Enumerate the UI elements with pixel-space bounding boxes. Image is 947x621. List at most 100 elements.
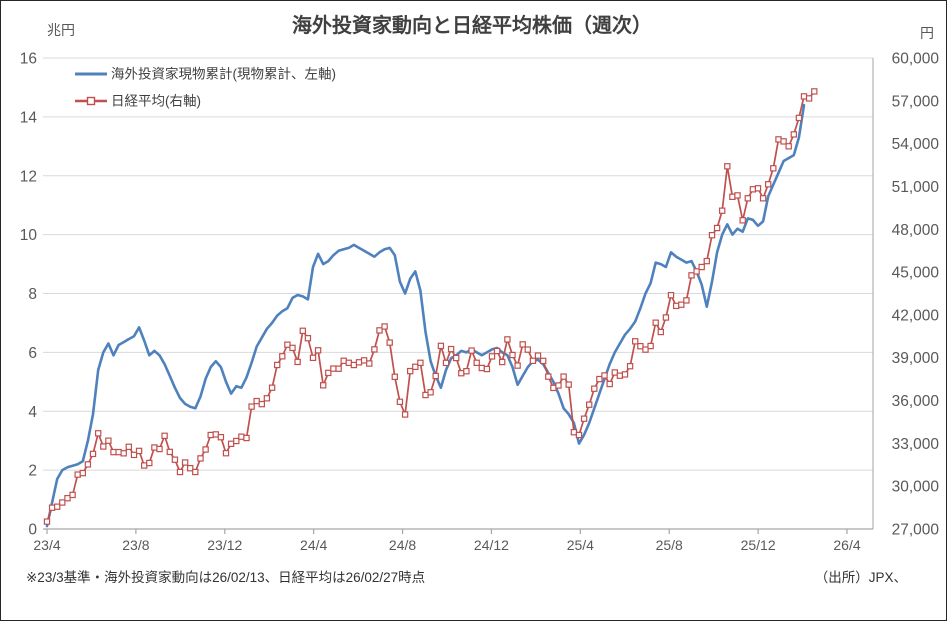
nikkei-marker bbox=[458, 370, 465, 377]
nikkei-marker bbox=[519, 341, 526, 348]
legend-label-nikkei: 日経平均(右軸) bbox=[111, 94, 201, 109]
right-axis-tick-label: 60,000 bbox=[892, 51, 940, 68]
nikkei-marker bbox=[355, 359, 363, 366]
nikkei-marker bbox=[642, 346, 649, 353]
right-axis-unit-label: 円 bbox=[920, 25, 934, 41]
nikkei-marker bbox=[626, 363, 634, 370]
nikkei-marker bbox=[565, 381, 572, 388]
nikkei-marker bbox=[672, 302, 680, 310]
nikkei-marker bbox=[120, 450, 127, 457]
nikkei-marker bbox=[591, 385, 598, 392]
nikkei-marker bbox=[488, 353, 496, 360]
series-foreign-investor-line bbox=[45, 103, 806, 528]
nikkei-marker bbox=[151, 444, 158, 451]
x-axis-tick-label: 26/4 bbox=[833, 537, 860, 553]
nikkei-marker bbox=[181, 459, 189, 466]
nikkei-marker bbox=[376, 327, 383, 334]
series-nikkei-line bbox=[43, 88, 818, 525]
left-axis-tick-label: 8 bbox=[28, 286, 37, 303]
nikkei-marker bbox=[304, 335, 312, 342]
x-axis-tick-label: 24/12 bbox=[474, 537, 509, 553]
foreign-investor-cumulative-line bbox=[45, 103, 806, 528]
nikkei-marker bbox=[780, 138, 787, 145]
nikkei-marker bbox=[115, 448, 122, 456]
nikkei-marker bbox=[724, 163, 731, 170]
legend-item-foreign-investor: 海外投資家現物累計(現物累計、左軸) bbox=[75, 66, 336, 82]
left-axis-tick-label: 2 bbox=[28, 463, 37, 480]
nikkei-marker bbox=[161, 432, 168, 440]
nikkei-marker bbox=[555, 382, 562, 389]
nikkei-marker bbox=[811, 88, 818, 95]
nikkei-marker bbox=[253, 397, 260, 405]
right-axis-tick-label: 57,000 bbox=[892, 93, 940, 110]
nikkei-marker bbox=[688, 272, 695, 279]
nikkei-marker bbox=[100, 443, 107, 450]
nikkei-marker bbox=[412, 363, 419, 371]
nikkei-marker bbox=[631, 338, 639, 345]
legend-item-nikkei: 日経平均(右軸) bbox=[75, 94, 201, 109]
nikkei-marker bbox=[795, 114, 803, 122]
nikkei-marker bbox=[729, 193, 736, 200]
nikkei-marker bbox=[483, 365, 491, 373]
nikkei-line bbox=[46, 90, 815, 522]
left-axis-tick-label: 16 bbox=[20, 51, 37, 68]
nikkei-marker bbox=[575, 431, 583, 439]
nikkei-marker bbox=[585, 401, 593, 408]
x-axis-tick-label: 25/8 bbox=[656, 537, 683, 553]
nikkei-marker bbox=[442, 359, 450, 367]
nikkei-marker bbox=[202, 446, 209, 453]
nikkei-marker bbox=[647, 342, 654, 350]
nikkei-marker bbox=[478, 364, 486, 372]
nikkei-marker bbox=[683, 297, 690, 304]
nikkei-marker bbox=[550, 384, 557, 392]
footnote: ※23/3基準・海外投資家動向は26/02/13、日経平均は26/02/27時点 bbox=[26, 569, 425, 585]
nikkei-marker bbox=[330, 365, 337, 372]
nikkei-marker bbox=[207, 431, 214, 439]
nikkei-marker bbox=[386, 339, 393, 346]
nikkei-marker bbox=[657, 328, 665, 336]
nikkei-marker bbox=[391, 373, 399, 381]
right-axis-tick-label: 36,000 bbox=[892, 393, 940, 410]
left-axis-tick-label: 10 bbox=[20, 227, 38, 244]
nikkei-marker bbox=[79, 469, 86, 477]
nikkei-marker bbox=[135, 447, 143, 455]
nikkei-marker bbox=[243, 434, 250, 442]
x-axis-tick-label: 23/12 bbox=[207, 537, 242, 553]
nikkei-marker bbox=[580, 415, 588, 422]
nikkei-marker bbox=[84, 461, 92, 468]
right-axis-tick-labels: 27,000 30,000 33,000 36,000 39,000 42,000 45,0… bbox=[892, 51, 940, 539]
legend-square-marker-icon bbox=[86, 96, 96, 106]
nikkei-marker bbox=[146, 459, 153, 467]
nikkei-marker bbox=[263, 395, 271, 402]
right-axis-tick-label: 48,000 bbox=[892, 222, 940, 239]
x-axis-tick-label: 23/8 bbox=[122, 537, 149, 553]
nikkei-marker bbox=[345, 359, 353, 367]
nikkei-marker bbox=[667, 292, 675, 299]
nikkei-marker bbox=[734, 192, 741, 199]
left-axis-tick-label: 14 bbox=[20, 109, 38, 126]
nikkei-marker bbox=[407, 367, 414, 375]
nikkei-marker bbox=[698, 263, 705, 271]
nikkei-marker bbox=[524, 346, 532, 353]
nikkei-marker bbox=[187, 465, 194, 472]
left-axis-tick-label: 0 bbox=[28, 522, 37, 539]
nikkei-marker bbox=[693, 268, 700, 275]
x-axis-tick-label: 25/4 bbox=[567, 537, 594, 553]
left-axis-tick-label: 4 bbox=[28, 404, 37, 421]
left-axis-tick-labels: 0 2 4 6 8 10 12 14 16 bbox=[20, 51, 38, 539]
nikkei-marker bbox=[396, 398, 404, 406]
nikkei-marker bbox=[53, 503, 61, 510]
nikkei-marker bbox=[89, 450, 97, 458]
nikkei-marker bbox=[759, 195, 767, 202]
nikkei-marker bbox=[43, 518, 51, 525]
nikkei-marker bbox=[427, 389, 434, 396]
nikkei-marker bbox=[381, 323, 388, 330]
nikkei-marker bbox=[718, 207, 726, 214]
nikkei-marker bbox=[447, 345, 455, 353]
nikkei-marker bbox=[335, 365, 342, 372]
nikkei-marker bbox=[453, 354, 460, 362]
nikkei-marker bbox=[222, 450, 230, 457]
source-label: （出所）JPX、 bbox=[815, 570, 907, 585]
legend: 海外投資家現物累計(現物累計、左軸) 日経平均(右軸) bbox=[75, 66, 336, 109]
